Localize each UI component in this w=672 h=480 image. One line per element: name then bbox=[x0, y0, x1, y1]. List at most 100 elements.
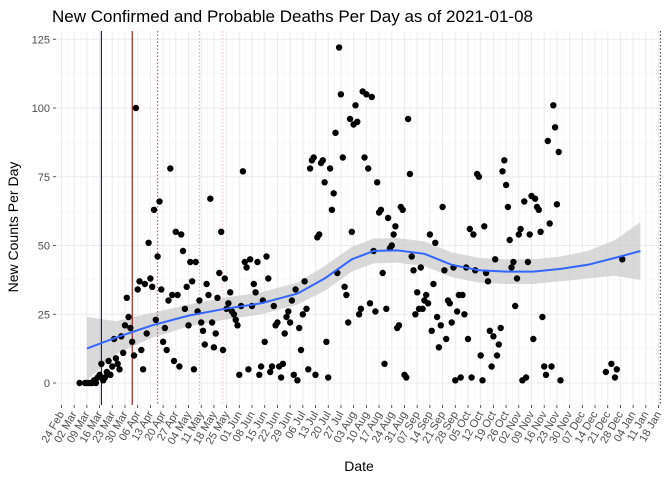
data-point bbox=[219, 346, 227, 354]
data-point bbox=[147, 275, 154, 282]
data-point bbox=[125, 313, 132, 321]
data-point bbox=[283, 313, 290, 321]
data-point bbox=[430, 280, 437, 288]
data-point bbox=[332, 129, 339, 136]
data-point bbox=[508, 264, 515, 271]
data-point bbox=[428, 327, 435, 334]
data-point bbox=[452, 377, 459, 384]
data-point bbox=[390, 231, 397, 238]
data-point bbox=[339, 154, 346, 161]
data-point bbox=[328, 206, 336, 213]
data-point bbox=[517, 225, 524, 233]
data-point bbox=[121, 322, 129, 329]
data-point bbox=[310, 154, 317, 161]
y-tick-label: 50 bbox=[38, 241, 50, 253]
data-point bbox=[541, 363, 548, 370]
data-point bbox=[357, 305, 365, 312]
data-point bbox=[109, 363, 116, 370]
data-point bbox=[535, 206, 542, 213]
data-point bbox=[107, 371, 114, 378]
data-point bbox=[297, 346, 305, 354]
data-point bbox=[550, 102, 557, 109]
data-point bbox=[179, 247, 187, 255]
data-point bbox=[188, 278, 196, 285]
data-point bbox=[608, 360, 615, 367]
data-point bbox=[132, 104, 140, 112]
data-point bbox=[448, 319, 455, 326]
data-point bbox=[270, 302, 277, 310]
data-point bbox=[432, 239, 439, 246]
data-point bbox=[490, 333, 497, 340]
data-point bbox=[127, 324, 134, 332]
data-point bbox=[461, 311, 468, 318]
data-point bbox=[326, 165, 334, 172]
data-point bbox=[199, 327, 207, 334]
data-point bbox=[392, 223, 399, 230]
data-point bbox=[265, 275, 272, 282]
data-point bbox=[530, 335, 537, 343]
data-point bbox=[172, 228, 179, 235]
data-point bbox=[301, 278, 308, 285]
data-point bbox=[169, 291, 176, 299]
data-point bbox=[408, 253, 415, 260]
data-point bbox=[531, 195, 539, 202]
data-point bbox=[247, 256, 254, 263]
data-point bbox=[196, 297, 203, 304]
data-point bbox=[268, 363, 276, 370]
data-point bbox=[484, 278, 492, 285]
data-point bbox=[557, 377, 564, 384]
data-point bbox=[285, 308, 292, 315]
data-point bbox=[539, 313, 546, 321]
data-point bbox=[163, 346, 170, 354]
data-point bbox=[256, 371, 263, 378]
data-point bbox=[365, 165, 372, 172]
data-point bbox=[352, 102, 359, 109]
data-point bbox=[305, 366, 312, 373]
data-point bbox=[139, 366, 147, 373]
data-point bbox=[486, 327, 493, 334]
data-point bbox=[493, 352, 501, 359]
data-point bbox=[129, 338, 136, 345]
data-point bbox=[267, 368, 274, 376]
data-point bbox=[208, 319, 216, 326]
data-point bbox=[506, 236, 513, 244]
smooth-layer bbox=[86, 249, 641, 350]
y-axis-title: New Counts Per Day bbox=[5, 162, 21, 293]
data-point bbox=[602, 368, 610, 376]
data-point bbox=[443, 335, 450, 343]
data-point bbox=[187, 258, 194, 266]
data-point bbox=[383, 305, 390, 312]
data-point bbox=[212, 330, 219, 337]
data-point bbox=[497, 324, 504, 332]
y-axis: 0 25 50 75 100 125 bbox=[32, 34, 56, 390]
data-point bbox=[492, 256, 499, 263]
data-point bbox=[105, 357, 112, 365]
data-point bbox=[156, 198, 163, 205]
data-point bbox=[412, 311, 419, 318]
data-point bbox=[101, 374, 109, 381]
data-point bbox=[221, 275, 228, 282]
data-point bbox=[403, 374, 410, 381]
data-point bbox=[479, 377, 486, 384]
data-point bbox=[466, 225, 473, 233]
data-point bbox=[185, 322, 192, 329]
data-point bbox=[288, 297, 296, 304]
points-layer bbox=[76, 44, 626, 387]
data-point bbox=[192, 258, 199, 266]
y-tick-label: 25 bbox=[38, 309, 50, 321]
data-point bbox=[499, 168, 506, 175]
data-point bbox=[437, 322, 444, 329]
data-point bbox=[292, 286, 299, 293]
data-point bbox=[513, 275, 521, 282]
data-point bbox=[354, 118, 361, 126]
data-point bbox=[236, 371, 243, 378]
data-point bbox=[190, 366, 198, 373]
data-point bbox=[459, 291, 466, 299]
data-point bbox=[76, 379, 83, 387]
data-point bbox=[134, 286, 141, 293]
data-point bbox=[504, 203, 512, 211]
data-point bbox=[521, 198, 528, 205]
data-point bbox=[433, 313, 441, 321]
data-point bbox=[343, 291, 350, 299]
data-point bbox=[254, 258, 261, 266]
